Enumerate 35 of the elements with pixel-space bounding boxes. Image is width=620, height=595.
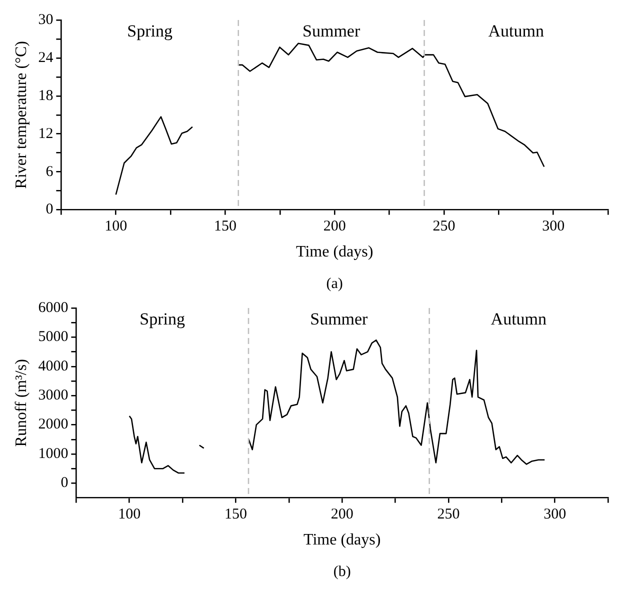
y-tick-label: 0 xyxy=(46,202,54,218)
annotation: Autumn xyxy=(488,21,544,40)
y-tick-label: 6000 xyxy=(38,300,68,316)
x-tick-label: 200 xyxy=(323,218,346,235)
x-tick-label: 300 xyxy=(542,218,565,235)
x-tick-label: 250 xyxy=(437,506,460,523)
y-axis-title: River temperature (°C) xyxy=(12,41,30,189)
x-tick-label: 300 xyxy=(544,506,566,523)
y-axis-title: Runoff (m³/s) xyxy=(12,359,30,447)
x-tick-label: 100 xyxy=(104,218,128,235)
annotation: Spring xyxy=(127,21,173,40)
x-tick-label: 100 xyxy=(118,506,141,523)
x-tick-label: 150 xyxy=(214,218,236,235)
y-tick-label: 5000 xyxy=(38,329,68,346)
y-tick-label: 3000 xyxy=(38,388,68,404)
y-tick-label: 6 xyxy=(46,164,54,180)
x-tick-label: 200 xyxy=(330,506,354,523)
annotation: Summer xyxy=(302,21,360,40)
x-axis-title: Time (days) xyxy=(304,532,381,549)
annotation: Spring xyxy=(140,309,186,328)
y-tick-label: 4000 xyxy=(38,358,68,374)
x-axis-title: Time (days) xyxy=(296,244,374,261)
y-tick-label: 24 xyxy=(38,50,54,66)
y-tick-label: 18 xyxy=(38,88,54,104)
annotation: Autumn xyxy=(490,309,548,328)
text: (a) xyxy=(326,276,343,292)
annotation: Summer xyxy=(310,309,368,328)
x-tick-label: 250 xyxy=(432,218,456,235)
y-tick-label: 1000 xyxy=(38,446,68,462)
y-tick-label: 2000 xyxy=(38,416,68,433)
y-tick-label: 30 xyxy=(38,12,54,28)
y-tick-label: 0 xyxy=(60,475,68,492)
x-tick-label: 150 xyxy=(224,506,247,523)
text: (b) xyxy=(333,564,351,580)
y-tick-label: 12 xyxy=(38,126,54,142)
